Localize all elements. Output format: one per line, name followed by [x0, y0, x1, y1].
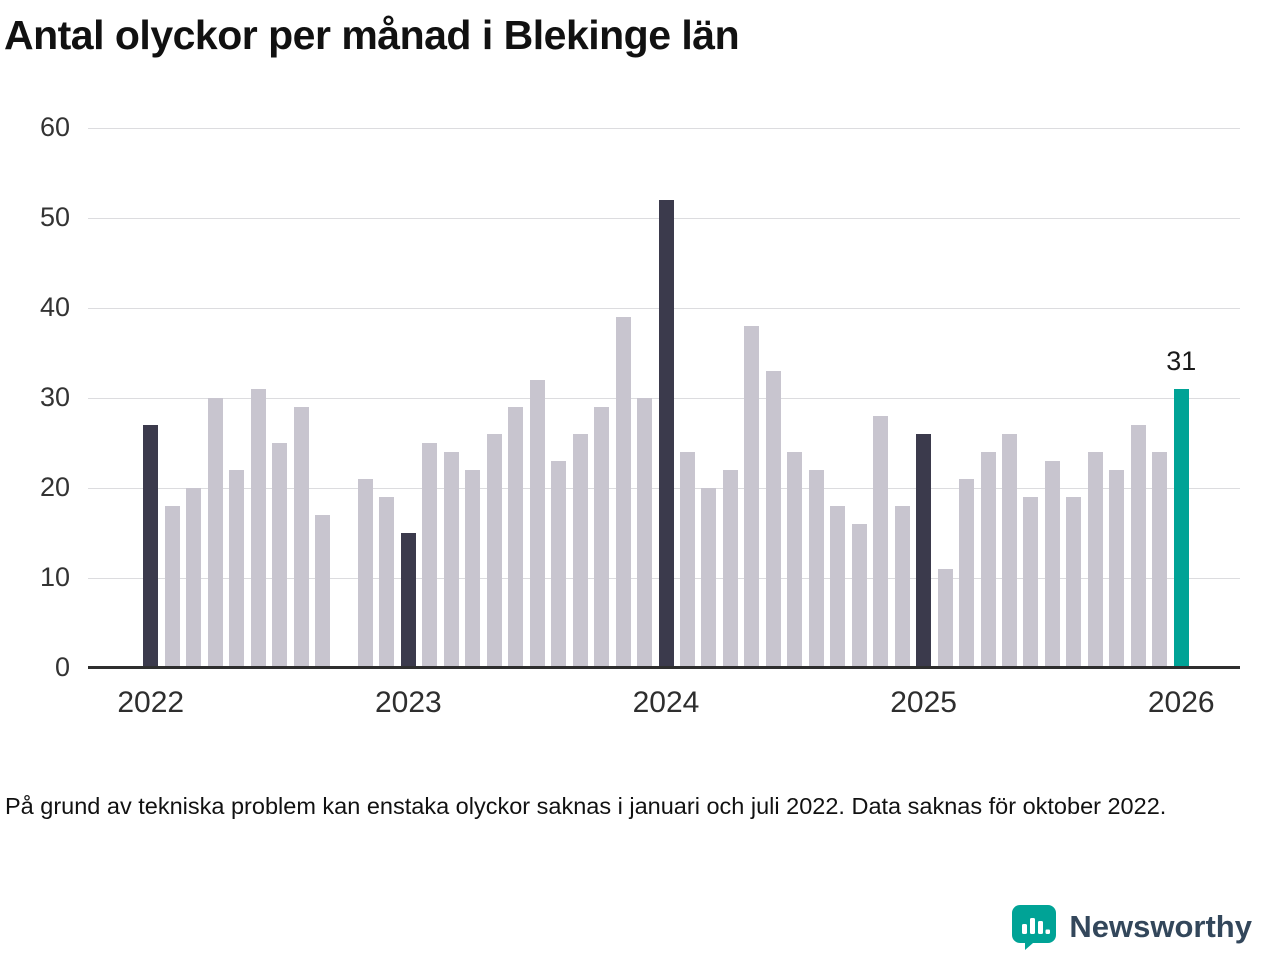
bar-2024-07: [787, 452, 803, 668]
y-tick-label-0: 0: [54, 652, 70, 682]
bar-2023-05: [486, 434, 502, 668]
page-title: Antal olyckor per månad i Blekinge län: [4, 12, 740, 58]
x-tick-label-2025: 2025: [890, 686, 957, 719]
bar-chart: 0 10 20 30 40 50 60 2022 2023 2024 2025 2026 31: [0, 96, 1280, 756]
bar-2023-10: [594, 407, 610, 668]
bar-2024-11: [873, 416, 889, 668]
bar-2023-01: [400, 533, 416, 668]
bar-2024-05: [744, 326, 760, 668]
bar-2025-04: [980, 452, 996, 668]
bar-2022-03: [186, 488, 202, 668]
y-tick-label-30: 30: [39, 382, 70, 412]
bar-2024-04: [722, 470, 738, 668]
bar-2023-12: [637, 398, 653, 668]
bar-2022-05: [229, 470, 245, 668]
x-tick-label-2022: 2022: [117, 686, 185, 719]
y-tick-label-20: 20: [39, 472, 70, 502]
bar-2023-09: [572, 434, 588, 668]
footnote: På grund av tekniska problem kan enstaka…: [5, 793, 1167, 819]
y-tick-label-40: 40: [39, 292, 70, 322]
x-axis-line: [88, 666, 1240, 669]
x-tick-label-2026: 2026: [1147, 686, 1215, 719]
bar-2024-10: [851, 524, 867, 668]
bar-2024-03: [701, 488, 717, 668]
bar-2025-08: [1066, 497, 1082, 668]
highlight-value-label: 31: [1166, 346, 1197, 376]
newsworthy-icon: [1011, 904, 1057, 950]
bar-2023-07: [529, 380, 545, 668]
y-tick-label-10: 10: [39, 562, 70, 592]
y-tick-label-60: 60: [39, 112, 70, 142]
bar-2022-06: [250, 389, 266, 668]
x-tick-label-2024: 2024: [632, 686, 700, 719]
bar-2022-04: [207, 398, 223, 668]
bar-2022-12: [379, 497, 395, 668]
bar-2025-01: [916, 434, 932, 668]
bar-2023-03: [443, 452, 459, 668]
bar-2022-09: [314, 515, 330, 668]
bar-2023-08: [551, 461, 567, 668]
newsworthy-logo: Newsworthy: [1011, 904, 1252, 950]
bar-2025-09: [1087, 452, 1103, 668]
bar-2025-03: [959, 479, 975, 668]
bar-2023-06: [508, 407, 524, 668]
bar-2024-06: [765, 371, 781, 668]
bar-2024-01: [658, 200, 674, 668]
x-tick-label-2023: 2023: [374, 686, 442, 719]
bar-2022-11: [357, 479, 373, 668]
bar-2025-11: [1130, 425, 1146, 668]
bar-2023-04: [465, 470, 481, 668]
gridline-y60: [88, 127, 1240, 129]
bar-2025-07: [1044, 461, 1060, 668]
bar-2024-02: [679, 452, 695, 668]
newsworthy-wordmark: Newsworthy: [1069, 909, 1252, 944]
bar-2025-02: [937, 569, 953, 668]
bar-2025-10: [1109, 470, 1125, 668]
bar-2023-02: [422, 443, 438, 668]
bar-2022-08: [293, 407, 309, 668]
plot-area: 0 10 20 30 40 50 60 2022 2023 2024 2025 2026 31: [40, 112, 1240, 719]
bar-2025-05: [1002, 434, 1017, 668]
bar-2023-11: [615, 317, 631, 668]
bar-2024-08: [808, 470, 824, 668]
bar-2026-01: [1173, 389, 1189, 668]
bar-2022-01: [143, 425, 159, 668]
bar-2025-06: [1023, 497, 1039, 668]
y-tick-label-50: 50: [39, 202, 70, 232]
bar-2022-07: [272, 443, 288, 668]
bar-2024-09: [830, 506, 846, 668]
bar-2024-12: [894, 506, 910, 668]
bar-2022-02: [164, 506, 180, 668]
bar-2025-12: [1152, 452, 1168, 668]
